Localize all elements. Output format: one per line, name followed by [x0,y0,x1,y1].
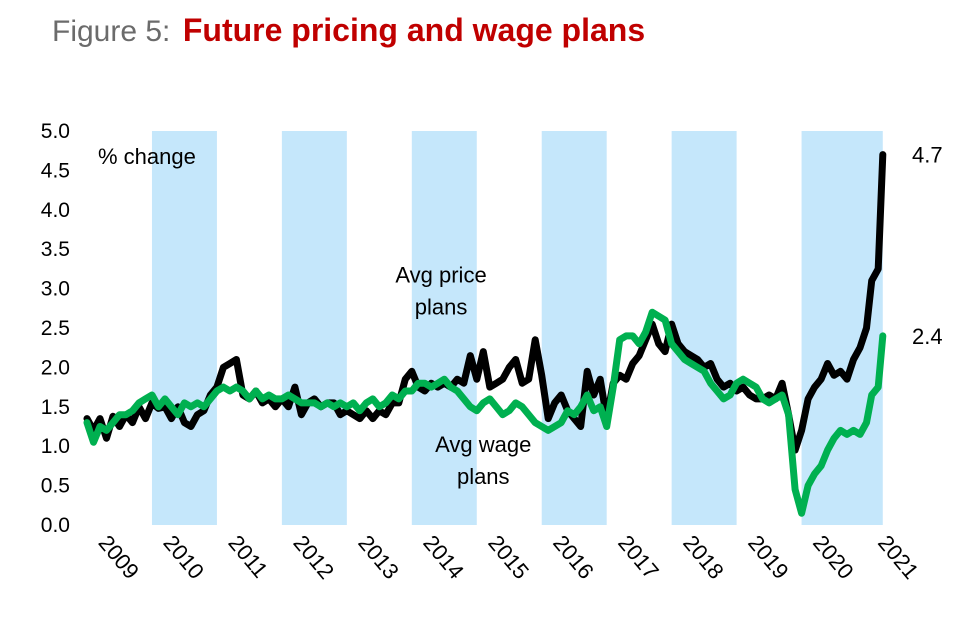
y-tick-label: 1.0 [41,435,70,458]
shaded-period-5 [801,131,883,525]
x-tick-label: 2013 [353,530,404,584]
annotations: Avg price plans Avg wage plans [395,263,531,489]
x-tick-label: 2021 [873,530,924,584]
shaded-period-1 [281,131,347,525]
series-line-wage [83,308,887,517]
y-axis-ticks: 0.0 0.5 1.0 1.5 2.0 2.5 3.0 3.5 4.0 4.5 5.0 [41,120,70,537]
shaded-period-0 [151,131,217,525]
series-annotation-0: Avg price plans [395,263,486,320]
end-label-wage: 2.4 [912,324,943,349]
series-line-price [83,151,887,454]
unit-label: % change [98,144,196,169]
y-tick-label: 2.5 [41,317,70,340]
y-tick-label: 4.0 [41,199,70,222]
y-tick-label: 3.0 [41,278,70,301]
x-tick-label: 2019 [743,530,794,584]
x-tick-label: 2011 [223,530,273,582]
x-tick-label: 2014 [418,530,469,584]
figure-title: Future pricing and wage plans [182,12,646,48]
figure-header: Figure 5: Future pricing and wage plans [52,12,645,49]
x-tick-label: 2009 [94,530,145,584]
y-tick-label: 4.5 [41,159,70,182]
x-tick-label: 2010 [158,530,209,584]
x-tick-label: 2015 [483,530,534,584]
x-tick-label: 2018 [678,530,729,584]
end-label-price: 4.7 [912,143,943,168]
shaded-periods [151,131,883,525]
x-tick-label: 2012 [288,530,339,584]
shaded-period-3 [541,131,607,525]
y-tick-label: 1.5 [41,396,70,419]
y-tick-label: 5.0 [41,120,70,143]
x-axis-ticks: 2009 2010 2011 2012 2013 2014 2015 2016 2017 2018… [94,530,924,584]
y-tick-label: 3.5 [41,238,70,261]
x-tick-label: 2017 [613,530,664,584]
x-tick-label: 2016 [548,530,599,584]
x-tick-label: 2020 [808,530,859,584]
figure-number: Figure 5: [52,15,171,48]
shaded-period-4 [671,131,737,525]
y-tick-label: 0.0 [41,514,70,537]
y-tick-label: 0.5 [41,475,70,498]
series-annotation-1: Avg wage plans [435,432,531,489]
end-labels: 4.7 2.4 [912,143,943,349]
y-tick-label: 2.0 [41,356,70,379]
series-lines [83,151,887,517]
shaded-period-2 [411,131,477,525]
